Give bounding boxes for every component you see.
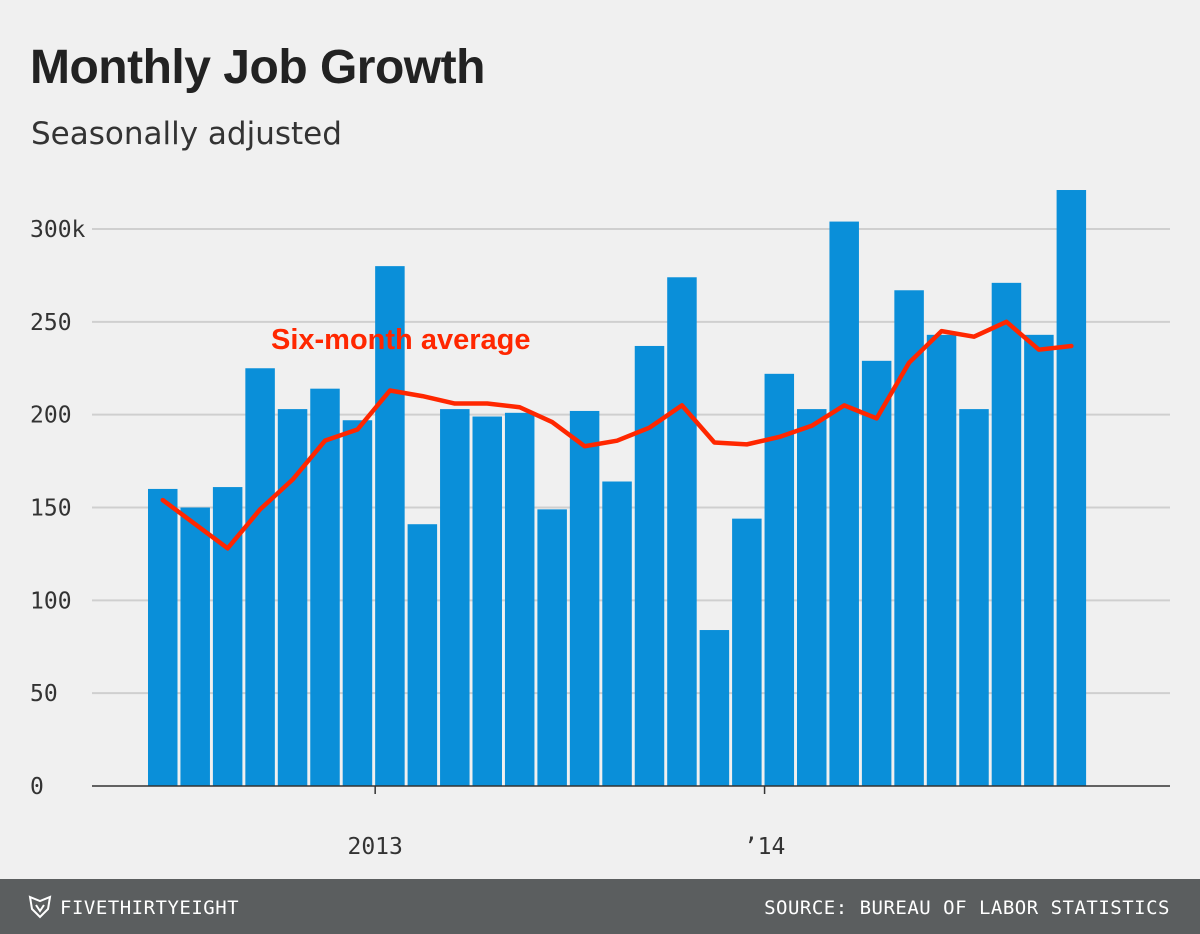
- y-tick-label-150: 150: [30, 496, 72, 522]
- y-tick-label-200: 200: [30, 403, 72, 429]
- average-line-label: Six-month average: [271, 324, 530, 356]
- bar-24: [926, 334, 957, 786]
- bar-28: [1056, 190, 1087, 786]
- bar-6: [342, 420, 373, 786]
- y-tick-label-100: 100: [30, 588, 72, 614]
- y-tick-label-250: 250: [30, 310, 72, 336]
- bar-7: [375, 266, 405, 787]
- bar-3: [245, 368, 275, 786]
- bar-5: [310, 388, 340, 786]
- bar-18: [732, 518, 762, 786]
- bar-17: [699, 630, 730, 786]
- brand-name: FIVETHIRTYEIGHT: [60, 897, 240, 919]
- x-tick-label-0: 2013: [347, 834, 402, 860]
- bar-13: [569, 410, 600, 786]
- bar-19: [764, 373, 795, 786]
- y-tick-label-300: 300k: [30, 217, 86, 243]
- bar-9: [440, 409, 470, 786]
- bar-2: [212, 487, 243, 786]
- bar-27: [1024, 334, 1054, 786]
- bar-1: [180, 507, 210, 786]
- bar-series: [148, 190, 1087, 787]
- bar-14: [602, 481, 632, 786]
- bar-4: [277, 409, 308, 786]
- bar-22: [861, 360, 892, 786]
- average-line-series: [160, 319, 1074, 551]
- x-tick-label-1: ’14: [744, 834, 786, 860]
- bar-23: [894, 290, 924, 786]
- bar-16: [667, 277, 697, 786]
- y-tick-label-0: 0: [30, 774, 44, 800]
- bar-0: [148, 488, 178, 786]
- x-axis: 2013 ’14: [92, 785, 1170, 860]
- bar-15: [634, 345, 665, 786]
- bar-26: [991, 282, 1022, 786]
- fivethirtyeight-logo-icon: [28, 895, 52, 924]
- chart-title: Monthly Job Growth: [30, 41, 485, 94]
- bar-21: [829, 221, 859, 786]
- bar-11: [504, 412, 535, 786]
- grid-lines: 0 50 100 150 200 250 300k: [30, 217, 1170, 800]
- chart-area: 0 50 100 150 200 250 300k 2013 ’14 Six-month av…: [30, 190, 1170, 860]
- bar-20: [797, 409, 827, 786]
- chart-subtitle: Seasonally adjusted: [31, 116, 342, 152]
- bar-12: [537, 509, 567, 786]
- bar-8: [407, 524, 438, 786]
- y-tick-label-50: 50: [30, 681, 58, 707]
- bar-10: [472, 416, 502, 786]
- source-credit: SOURCE: BUREAU OF LABOR STATISTICS: [764, 897, 1170, 919]
- bar-25: [959, 409, 989, 786]
- footer-bar: FIVETHIRTYEIGHT SOURCE: BUREAU OF LABOR …: [0, 879, 1200, 934]
